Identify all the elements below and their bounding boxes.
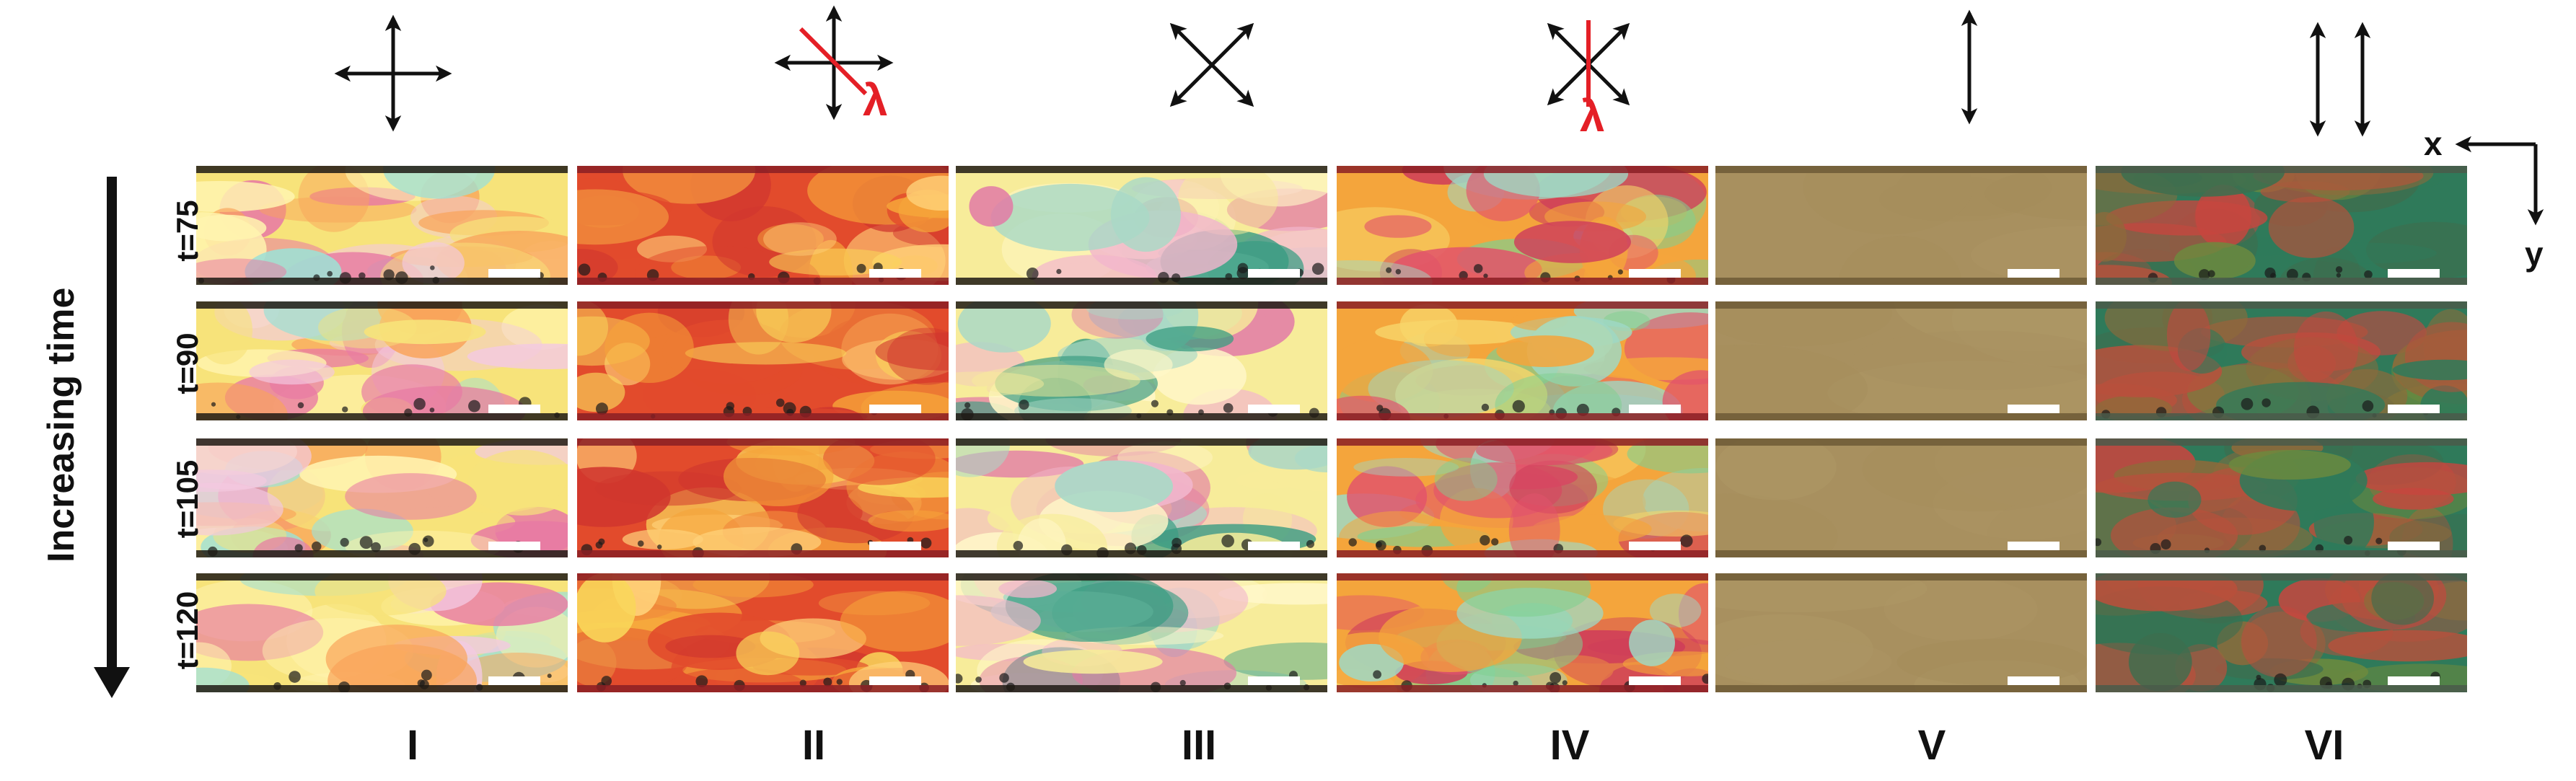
y-axis-label: y — [2525, 235, 2544, 273]
scale-bar — [1629, 676, 1681, 685]
micrograph-panel — [577, 301, 949, 420]
micrograph-panel — [2096, 438, 2467, 557]
column-label-1: I — [406, 722, 419, 769]
micrograph-panel — [956, 438, 1327, 557]
scale-bar — [488, 676, 540, 685]
scale-bar — [869, 269, 921, 278]
crossed-polarizers-lambda-icon — [774, 5, 894, 120]
time-axis-label: Increasing time — [40, 287, 82, 562]
micrograph-panel — [196, 166, 568, 285]
time-arrow — [94, 177, 130, 698]
column-label-5: V — [1917, 722, 1946, 769]
micrograph-panel — [1715, 166, 2087, 285]
micrograph-panel — [1715, 573, 2087, 692]
rotated-crossed-polarizers-icon — [1169, 22, 1254, 107]
micrograph-panel — [2096, 573, 2467, 692]
scale-bar — [869, 542, 921, 550]
double-polarizer-icon — [2309, 22, 2371, 137]
scale-bar — [488, 405, 540, 413]
scale-bar — [2388, 269, 2440, 278]
scale-bar — [1629, 542, 1681, 550]
scale-bar — [1248, 405, 1300, 413]
micrograph-panel — [196, 438, 568, 557]
micrograph-panel — [2096, 166, 2467, 285]
micrograph-panel — [956, 301, 1327, 420]
micrograph-grid — [196, 166, 2467, 692]
crossed-polarizers-icon — [334, 14, 452, 132]
row-label-3: t=105 — [170, 459, 204, 539]
coordinate-axes-icon — [2455, 136, 2544, 226]
micrograph-panel — [1337, 166, 1708, 285]
row-label-1: t=75 — [170, 200, 204, 262]
micrograph-panel — [956, 166, 1327, 285]
lambda-label-col-2: λ — [863, 76, 888, 125]
scale-bar — [1629, 269, 1681, 278]
scale-bar — [869, 676, 921, 685]
micrograph-panel — [1337, 301, 1708, 420]
x-axis-label: x — [2424, 125, 2443, 162]
micrograph-panel — [1337, 438, 1708, 557]
column-label-6: VI — [2304, 722, 2344, 769]
column-label-3: III — [1181, 722, 1217, 769]
column-label-2: II — [801, 722, 826, 769]
scale-bar — [2388, 405, 2440, 413]
scale-bar — [1248, 542, 1300, 550]
column-label-4: IV — [1549, 722, 1590, 769]
scale-bar — [488, 542, 540, 550]
scale-bar — [2008, 676, 2060, 685]
micrograph-panel — [577, 166, 949, 285]
micrograph-panel — [196, 573, 568, 692]
scale-bar — [2008, 269, 2060, 278]
micrograph-panel — [1715, 438, 2087, 557]
micrograph-panel — [196, 301, 568, 420]
scale-bar — [2388, 542, 2440, 550]
micrograph-panel — [956, 573, 1327, 692]
scale-bar — [869, 405, 921, 413]
scale-bar — [1248, 269, 1300, 278]
row-label-4: t=120 — [170, 591, 204, 670]
micrograph-panel — [577, 438, 949, 557]
micrograph-panel — [2096, 301, 2467, 420]
scale-bar — [1248, 676, 1300, 685]
scale-bar — [2388, 676, 2440, 685]
row-label-2: t=90 — [170, 332, 204, 394]
micrograph-panel — [1337, 573, 1708, 692]
micrograph-panel — [577, 573, 949, 692]
rotated-polarizers-lambda-icon — [1547, 20, 1630, 107]
scale-bar — [2008, 405, 2060, 413]
lambda-label-col-4: λ — [1580, 92, 1605, 141]
scale-bar — [488, 269, 540, 278]
scale-bar — [2008, 542, 2060, 550]
scale-bar — [1629, 405, 1681, 413]
